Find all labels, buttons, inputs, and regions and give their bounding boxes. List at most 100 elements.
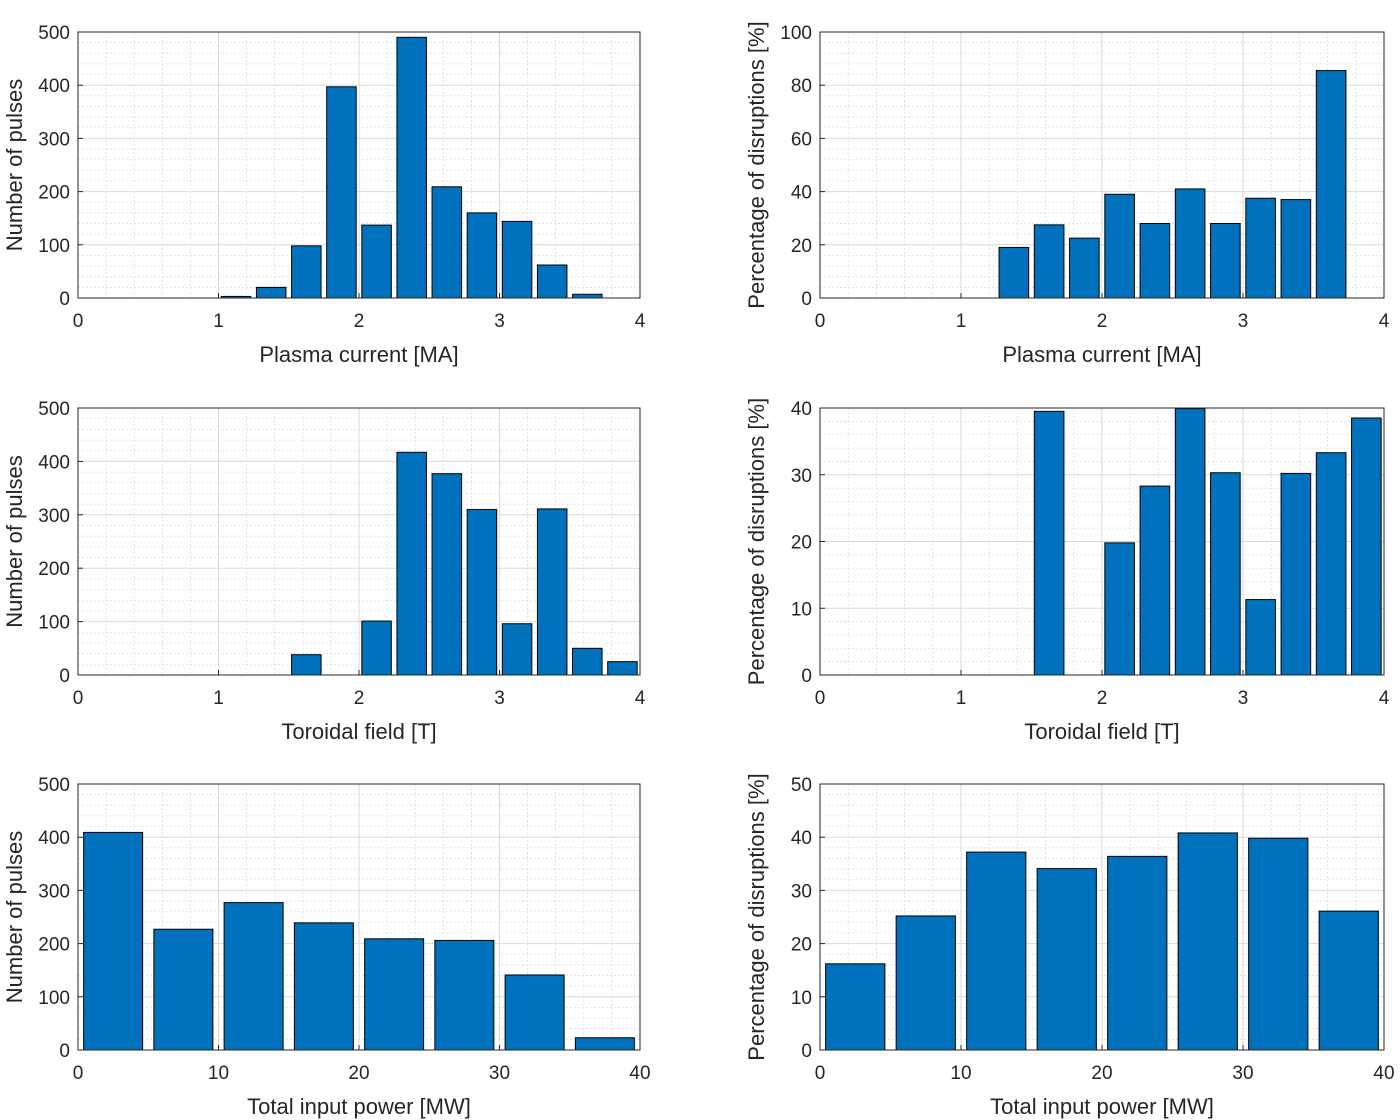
y-axis-label: Percentage of disruptions [%] bbox=[744, 21, 769, 308]
y-tick-label: 400 bbox=[38, 828, 70, 849]
bar bbox=[255, 286, 287, 299]
bar bbox=[1104, 193, 1135, 299]
bar bbox=[1315, 70, 1347, 299]
bar bbox=[466, 508, 498, 676]
bar bbox=[1210, 472, 1241, 676]
bar bbox=[1174, 408, 1206, 676]
x-tick-label: 3 bbox=[1238, 688, 1249, 709]
bar bbox=[1069, 237, 1100, 299]
x-tick-label: 40 bbox=[629, 1063, 650, 1084]
bars bbox=[83, 831, 635, 1051]
x-tick-label: 0 bbox=[815, 688, 826, 709]
y-axis-label: Number of pulses bbox=[2, 455, 27, 627]
y-tick-label: 30 bbox=[791, 466, 812, 487]
x-tick-label: 3 bbox=[494, 311, 505, 332]
y-tick-label: 200 bbox=[38, 935, 70, 956]
y-tick-label: 80 bbox=[791, 76, 812, 97]
bar bbox=[361, 224, 392, 299]
bar bbox=[1177, 832, 1238, 1051]
x-tick-label: 2 bbox=[354, 688, 365, 709]
x-axis-label: Toroidal field [T] bbox=[1024, 719, 1179, 744]
y-tick-label: 30 bbox=[791, 881, 812, 902]
bar bbox=[1280, 472, 1312, 676]
x-axis-label: Plasma current [MA] bbox=[1002, 342, 1201, 367]
y-tick-label: 100 bbox=[38, 988, 70, 1009]
y-axis-label: Number of pulses bbox=[2, 831, 27, 1003]
x-tick-label: 0 bbox=[815, 311, 826, 332]
x-tick-label: 3 bbox=[1238, 311, 1249, 332]
y-tick-label: 60 bbox=[791, 129, 812, 150]
x-tick-label: 0 bbox=[73, 688, 84, 709]
y-tick-label: 300 bbox=[38, 881, 70, 902]
x-tick-label: 10 bbox=[208, 1063, 229, 1084]
y-tick-label: 20 bbox=[791, 935, 812, 956]
bar bbox=[501, 623, 533, 676]
x-axis-label: Total input power [MW] bbox=[247, 1094, 471, 1119]
y-tick-label: 0 bbox=[801, 1041, 812, 1062]
y-tick-label: 50 bbox=[791, 775, 812, 796]
y-tick-label: 300 bbox=[38, 506, 70, 527]
x-tick-label: 4 bbox=[1379, 311, 1390, 332]
x-tick-label: 4 bbox=[1379, 688, 1390, 709]
y-tick-label: 100 bbox=[38, 236, 70, 257]
x-tick-label: 0 bbox=[815, 1063, 826, 1084]
bar bbox=[536, 508, 568, 676]
bars bbox=[1033, 408, 1382, 676]
bar bbox=[1033, 224, 1065, 299]
bar bbox=[1139, 223, 1171, 299]
bar bbox=[1315, 452, 1347, 676]
x-tick-label: 0 bbox=[73, 311, 84, 332]
y-tick-label: 500 bbox=[38, 775, 70, 796]
y-tick-label: 200 bbox=[38, 559, 70, 580]
x-axis-label: Toroidal field [T] bbox=[281, 719, 436, 744]
x-tick-label: 30 bbox=[489, 1063, 510, 1084]
y-tick-label: 100 bbox=[780, 23, 812, 44]
y-tick-label: 10 bbox=[791, 599, 812, 620]
y-tick-label: 0 bbox=[59, 289, 70, 310]
y-tick-label: 100 bbox=[38, 613, 70, 634]
x-tick-label: 20 bbox=[348, 1063, 369, 1084]
y-tick-label: 500 bbox=[38, 23, 70, 44]
y-tick-label: 40 bbox=[791, 183, 812, 204]
x-tick-label: 10 bbox=[950, 1063, 971, 1084]
bars bbox=[998, 70, 1347, 299]
bars bbox=[220, 36, 603, 299]
bar bbox=[1033, 410, 1065, 676]
y-axis-label: Number of pulses bbox=[2, 79, 27, 251]
bar bbox=[1245, 599, 1276, 676]
chart-ip-pulses: 0 1 2 3 4 0 100 200 300 400 500 Plasma current [MA]… bbox=[2, 23, 646, 367]
y-tick-label: 10 bbox=[791, 988, 812, 1009]
bar bbox=[572, 647, 603, 676]
x-tick-label: 4 bbox=[635, 688, 646, 709]
bar bbox=[504, 974, 565, 1051]
bar bbox=[291, 654, 322, 676]
x-tick-label: 30 bbox=[1232, 1063, 1253, 1084]
x-tick-label: 2 bbox=[1097, 688, 1108, 709]
bar bbox=[396, 36, 427, 299]
bar bbox=[434, 939, 495, 1051]
y-tick-label: 500 bbox=[38, 399, 70, 420]
bars bbox=[291, 451, 638, 676]
bar bbox=[1245, 197, 1276, 299]
bar bbox=[326, 86, 357, 299]
y-tick-label: 300 bbox=[38, 129, 70, 150]
x-tick-label: 4 bbox=[635, 311, 646, 332]
y-tick-label: 0 bbox=[59, 666, 70, 687]
x-axis-label: Plasma current [MA] bbox=[259, 342, 458, 367]
bar bbox=[396, 451, 427, 676]
chart-bt-pulses: 0 1 2 3 4 0 100 200 300 400 500 Toroidal field [T] N… bbox=[2, 399, 646, 744]
bar bbox=[572, 293, 603, 299]
y-tick-label: 200 bbox=[38, 183, 70, 204]
bar bbox=[501, 220, 533, 299]
bar bbox=[83, 831, 144, 1051]
x-tick-label: 40 bbox=[1373, 1063, 1394, 1084]
bar bbox=[1280, 199, 1312, 299]
bar bbox=[364, 938, 425, 1051]
bar bbox=[431, 186, 463, 299]
x-tick-label: 1 bbox=[213, 311, 224, 332]
bar bbox=[1107, 855, 1168, 1051]
x-tick-label: 3 bbox=[494, 688, 505, 709]
bar bbox=[1174, 188, 1206, 299]
